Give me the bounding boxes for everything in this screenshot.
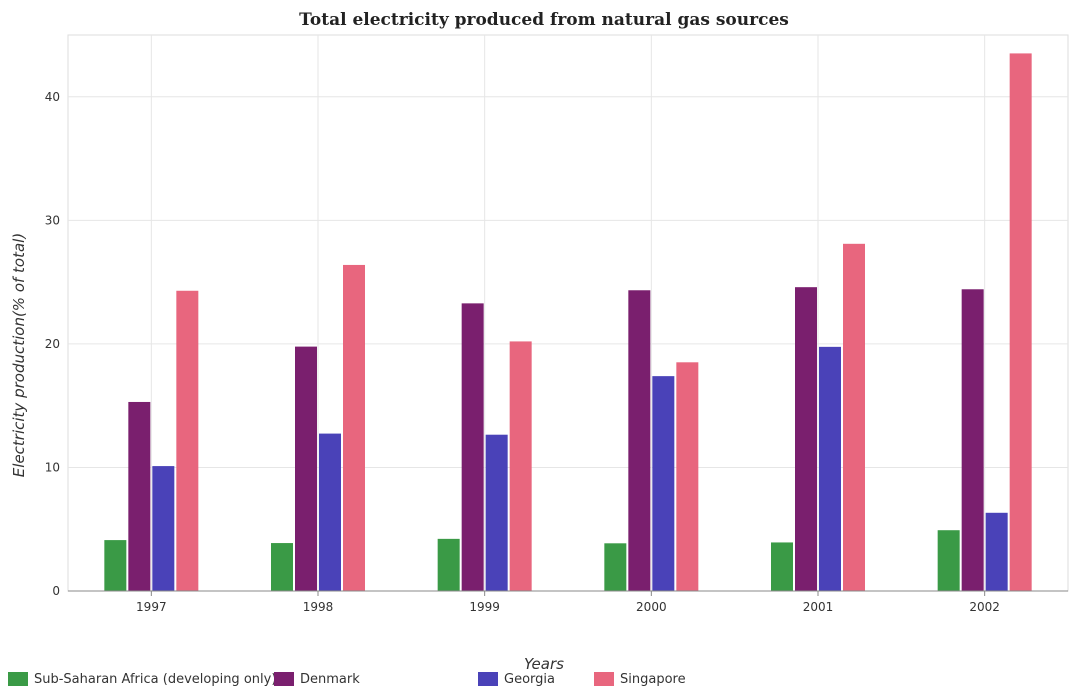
legend-label: Singapore (620, 672, 686, 687)
bar-georgia-1999 (485, 434, 508, 591)
legend: Sub-Saharan Africa (developing only) Denm… (8, 672, 686, 687)
bar-singapore-1997 (176, 290, 199, 591)
bar-sub-saharan-africa-developing-only-1998 (271, 543, 293, 591)
bar-denmark-1999 (461, 303, 484, 591)
x-tick-label: 1997 (136, 600, 167, 614)
bar-sub-saharan-africa-developing-only-2001 (771, 542, 793, 591)
legend-label: Sub-Saharan Africa (developing only) (34, 672, 276, 687)
legend-label: Denmark (300, 672, 360, 687)
bars (104, 53, 1032, 591)
y-tick-label: 0 (52, 584, 60, 598)
bar-denmark-1997 (128, 401, 151, 591)
x-tick-label: 1998 (303, 600, 334, 614)
y-tick-label: 40 (45, 90, 60, 104)
bar-sub-saharan-africa-developing-only-1997 (104, 540, 127, 591)
bar-singapore-2001 (843, 243, 865, 591)
chart-title: Total electricity produced from natural … (299, 10, 789, 30)
x-axis-title: Years (524, 655, 564, 673)
plot-frame (67, 34, 1069, 592)
bar-sub-saharan-africa-developing-only-1999 (437, 538, 460, 591)
x-tick-label: 2000 (636, 600, 667, 614)
bar-georgia-1997 (152, 466, 175, 591)
bar-denmark-2001 (795, 287, 817, 591)
bar-georgia-2002 (985, 512, 1008, 591)
y-axis-title: Electricity production(% of total) (10, 233, 28, 477)
bar-singapore-2002 (1009, 53, 1032, 591)
bar-singapore-1999 (509, 341, 532, 591)
y-tick-label: 10 (45, 460, 60, 474)
bar-sub-saharan-africa-developing-only-2000 (604, 543, 627, 591)
legend-swatch (274, 672, 294, 686)
bar-singapore-1998 (343, 264, 365, 591)
x-tick-label: 2001 (803, 600, 834, 614)
legend-label: Georgia (504, 672, 555, 687)
bar-denmark-2000 (628, 290, 651, 591)
bar-georgia-2001 (819, 346, 841, 591)
bar-georgia-2000 (652, 376, 675, 591)
legend-swatch (478, 672, 498, 686)
legend-swatch (594, 672, 614, 686)
bar-denmark-1998 (295, 346, 317, 591)
bar-singapore-2000 (676, 362, 699, 591)
bar-georgia-1998 (319, 433, 341, 591)
bar-denmark-2002 (961, 289, 984, 591)
bar-sub-saharan-africa-developing-only-2002 (937, 530, 960, 591)
x-tick-label: 2002 (969, 600, 1000, 614)
x-tick-label: 1999 (469, 600, 500, 614)
grid-lines (67, 34, 1069, 592)
axes: 0 10 20 30 40 1997 1998 1999 2000 2001 2002 (45, 90, 1068, 614)
legend-swatch (8, 672, 28, 686)
y-tick-label: 20 (45, 337, 60, 351)
y-tick-label: 30 (45, 213, 60, 227)
